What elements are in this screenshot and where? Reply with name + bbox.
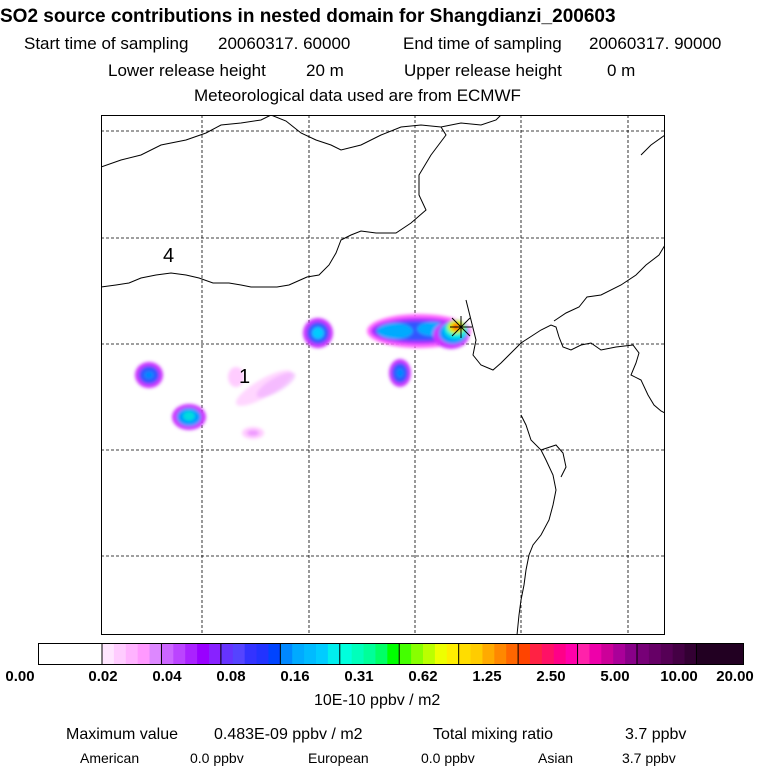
total-mixing-label: Total mixing ratio [433, 726, 554, 743]
colorbar-cell [565, 643, 579, 665]
plume-field [135, 314, 471, 439]
colorbar-cell [648, 643, 662, 665]
colorbar-cell [399, 643, 412, 665]
colorbar-cell [494, 643, 507, 665]
colorbar-label: 1.25 [472, 668, 502, 685]
colorbar-cell [732, 643, 744, 665]
end-time-value: 20060317. 90000 [589, 34, 722, 53]
start-time-value: 20060317. 60000 [218, 34, 351, 53]
colorbar-cell [387, 643, 400, 665]
colorbar-label: 10.00 [660, 668, 698, 685]
colorbar-cell [351, 643, 365, 665]
colorbar-units: 10E-10 ppbv / m2 [314, 692, 441, 709]
colorbar-cell [637, 643, 650, 665]
colorbar-cell [411, 643, 424, 665]
colorbar-cell [470, 643, 483, 665]
lower-release-label: Lower release height [108, 61, 266, 80]
colorbar-cell [113, 643, 127, 665]
colorbar-cell [327, 643, 341, 665]
total-mixing-value: 3.7 ppbv [625, 726, 687, 743]
colorbar-label: 0.02 [88, 668, 118, 685]
american-label: American [80, 750, 140, 766]
colorbar-cell [161, 643, 174, 665]
upper-release-label: Upper release height [404, 61, 562, 80]
colorbar-cell [434, 643, 448, 665]
colorbar-cell [125, 643, 139, 665]
colorbar [38, 643, 744, 665]
colorbar-cell [458, 643, 472, 665]
colorbar-cell [684, 643, 697, 665]
colorbar-cell [541, 643, 555, 665]
receptor-marker [450, 316, 472, 338]
colorbar-cell [339, 643, 353, 665]
european-label: European [308, 750, 369, 766]
colorbar-cell [38, 643, 103, 665]
map-frame [101, 115, 665, 635]
colorbar-cell [244, 643, 258, 665]
colorbar-cell [423, 643, 436, 665]
colorbar-cell [209, 643, 222, 665]
colorbar-cell [708, 643, 721, 665]
colorbar-cell [577, 643, 590, 665]
colorbar-cell [256, 643, 269, 665]
colorbar-cell [220, 643, 234, 665]
colorbar-label: 0.16 [280, 668, 310, 685]
colorbar-cell [613, 643, 626, 665]
colorbar-label: 20.00 [716, 668, 754, 685]
upper-release-value: 0 m [607, 61, 636, 80]
colorbar-label: 0.00 [5, 668, 35, 685]
lower-release-value: 20 m [306, 61, 344, 80]
colorbar-cell [672, 643, 686, 665]
colorbar-cell [506, 643, 519, 665]
colorbar-cell [102, 643, 115, 665]
region-label-1: 1 [239, 366, 250, 388]
colorbar-cell [446, 643, 460, 665]
colorbar-cell [660, 643, 674, 665]
graticule [101, 115, 665, 635]
colorbar-cell [553, 643, 567, 665]
colorbar-label: 0.08 [216, 668, 246, 685]
colorbar-cell [375, 643, 388, 665]
colorbar-cell [268, 643, 281, 665]
colorbar-cell [173, 643, 186, 665]
colorbar-label: 0.62 [408, 668, 438, 685]
colorbar-cell [696, 643, 709, 665]
european-value: 0.0 ppbv [421, 750, 475, 766]
colorbar-labels: 0.00 0.02 0.04 0.08 0.16 0.31 0.62 1.25 … [0, 668, 768, 688]
american-value: 0.0 ppbv [190, 750, 244, 766]
colorbar-label: 0.04 [152, 668, 182, 685]
colorbar-cell [149, 643, 162, 665]
asian-value: 3.7 ppbv [622, 750, 676, 766]
colorbar-cell [601, 643, 614, 665]
map-panel: 4 1 [101, 115, 665, 635]
colorbar-cell [482, 643, 495, 665]
start-time-label: Start time of sampling [24, 34, 189, 53]
max-value: 0.483E-09 ppbv / m2 [214, 726, 363, 743]
colorbar-cell [280, 643, 293, 665]
colorbar-cell [232, 643, 246, 665]
country-borders [101, 115, 665, 635]
end-time-label: End time of sampling [403, 34, 562, 53]
colorbar-cell [137, 643, 151, 665]
colorbar-cell [185, 643, 198, 665]
chart-title: SO2 source contributions in nested domai… [0, 6, 616, 27]
colorbar-cell [625, 643, 638, 665]
region-label-4: 4 [163, 245, 174, 267]
colorbar-label: 5.00 [600, 668, 630, 685]
colorbar-cell [316, 643, 329, 665]
colorbar-cell [518, 643, 531, 665]
colorbar-cell [363, 643, 376, 665]
colorbar-label: 2.50 [536, 668, 566, 685]
colorbar-cell [530, 643, 543, 665]
meteorological-note: Meteorological data used are from ECMWF [194, 86, 521, 105]
colorbar-cell [292, 643, 305, 665]
colorbar-label: 0.31 [344, 668, 374, 685]
colorbar-cell [589, 643, 602, 665]
asian-label: Asian [538, 750, 574, 766]
colorbar-cell [720, 643, 733, 665]
max-value-label: Maximum value [66, 726, 179, 743]
colorbar-cell [197, 643, 210, 665]
colorbar-cell [304, 643, 317, 665]
